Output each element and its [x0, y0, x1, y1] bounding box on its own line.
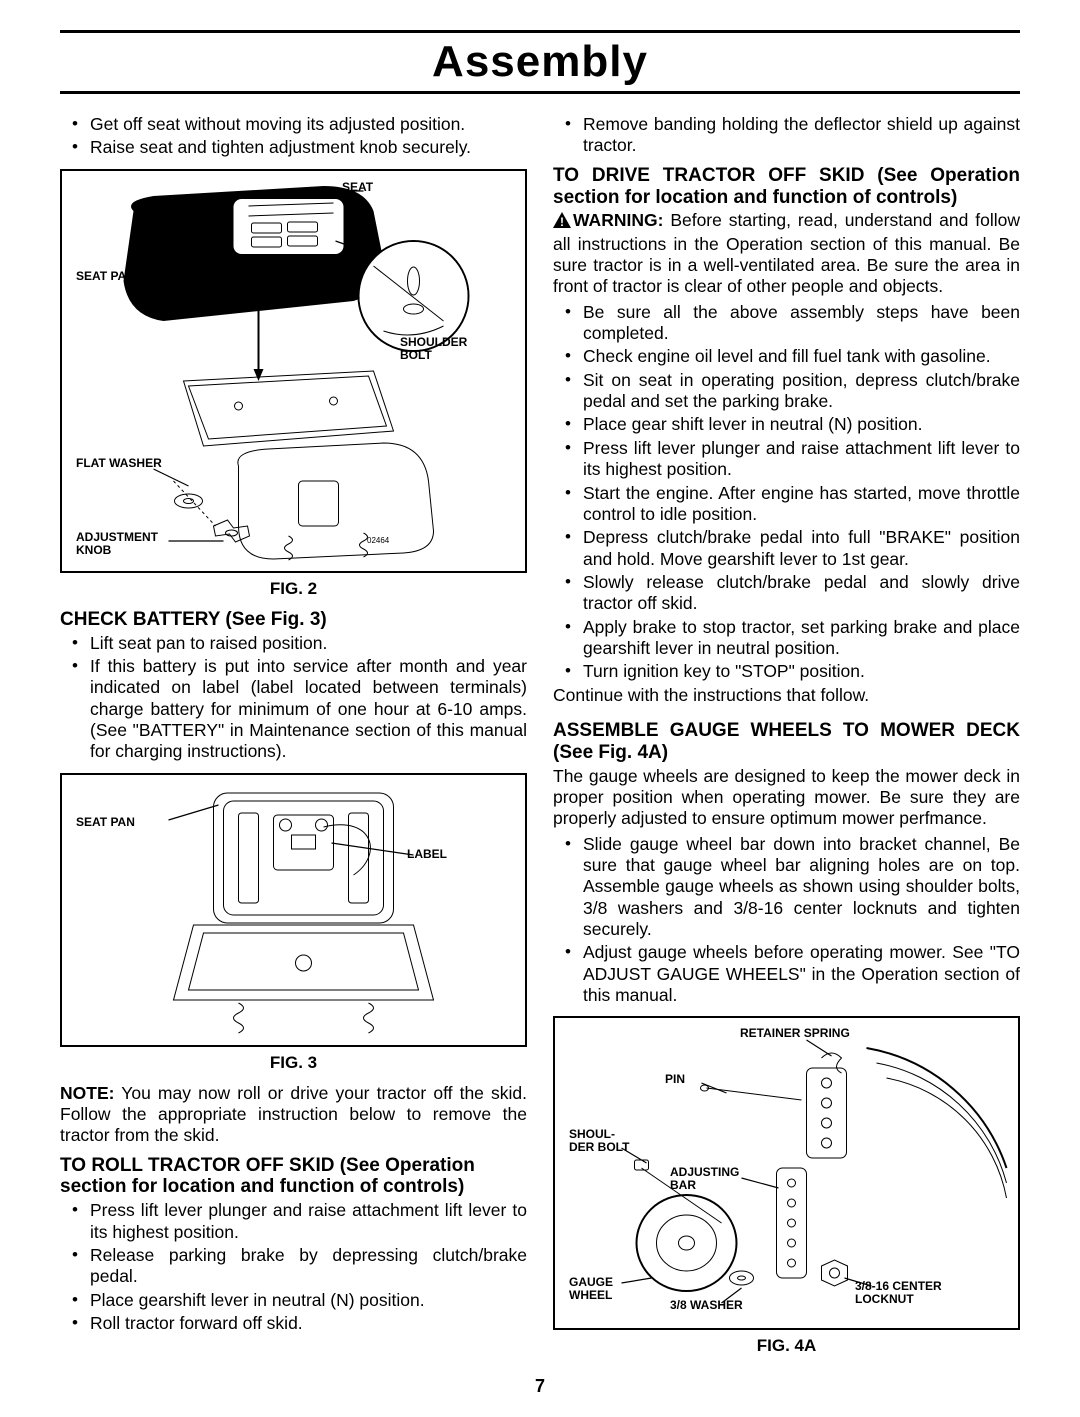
fig4a-gaugewheel: GAUGE WHEEL [569, 1276, 629, 1301]
fig3-label-label: LABEL [407, 847, 447, 861]
list-item: Press lift lever plunger and raise attac… [553, 438, 1020, 481]
fig3-caption: FIG. 3 [60, 1053, 527, 1073]
list-item: Remove banding holding the deflector shi… [553, 114, 1020, 157]
gauge-bullets: Slide gauge wheel bar down into bracket … [553, 834, 1020, 1007]
list-item: Start the engine. After engine has start… [553, 483, 1020, 526]
intro-bullets: Get off seat without moving its adjusted… [60, 114, 527, 159]
list-item: Turn ignition key to "STOP" position. [553, 661, 1020, 682]
left-column: Get off seat without moving its adjusted… [60, 114, 527, 1366]
fig4a-pin: PIN [665, 1072, 685, 1086]
page-title: Assembly [60, 37, 1020, 91]
fig2-partno: 02464 [367, 536, 389, 545]
fig2-label-seatpan: SEAT PAN [76, 269, 135, 283]
fig2-label-flatwasher: FLAT WASHER [76, 456, 162, 470]
note-text: You may now roll or drive your tractor o… [60, 1083, 527, 1146]
top-rule [60, 30, 1020, 33]
gauge-intro: The gauge wheels are designed to keep th… [553, 766, 1020, 830]
warning-lead: WARNING: [573, 210, 663, 230]
list-item: Be sure all the above assembly steps hav… [553, 302, 1020, 345]
continue-text: Continue with the instructions that foll… [553, 685, 1020, 706]
list-item: Check engine oil level and fill fuel tan… [553, 346, 1020, 367]
list-item: Place gear shift lever in neutral (N) po… [553, 414, 1020, 435]
fig4a-retainer: RETAINER SPRING [740, 1026, 850, 1040]
top-right-bullets: Remove banding holding the deflector shi… [553, 114, 1020, 157]
list-item: Press lift lever plunger and raise attac… [60, 1200, 527, 1243]
list-item: Roll tractor forward off skid. [60, 1313, 527, 1334]
fig4a-adjbar: ADJUSTING BAR [670, 1166, 750, 1191]
drive-heading: TO DRIVE TRACTOR OFF SKID (See Operation… [553, 165, 1020, 209]
list-item: Get off seat without moving its adjusted… [60, 114, 527, 135]
svg-text:!: ! [560, 215, 564, 228]
gauge-heading: ASSEMBLE GAUGE WHEELS TO MOWER DECK (See… [553, 720, 1020, 764]
warning-icon: ! [553, 212, 571, 233]
figure-4a-svg [565, 1028, 1008, 1318]
list-item: If this battery is put into service afte… [60, 656, 527, 763]
fig3-label-seatpan: SEAT PAN [76, 815, 135, 829]
right-column: Remove banding holding the deflector shi… [553, 114, 1020, 1366]
fig2-label-seat: SEAT [342, 180, 373, 194]
figure-2-box: SEAT SEAT PAN SHOULDER BOLT FLAT WASHER … [60, 169, 527, 573]
figure-2-svg [72, 181, 515, 561]
figure-3-svg [72, 785, 515, 1035]
list-item: Adjust gauge wheels before operating mow… [553, 942, 1020, 1006]
figure-3-box: SEAT PAN LABEL [60, 773, 527, 1047]
list-item: Lift seat pan to raised position. [60, 633, 527, 654]
bottom-rule [60, 91, 1020, 94]
fig4a-locknut: 3/8-16 CENTER LOCKNUT [855, 1280, 965, 1305]
fig4a-caption: FIG. 4A [553, 1336, 1020, 1356]
two-column-layout: Get off seat without moving its adjusted… [60, 114, 1020, 1366]
fig4a-washer: 3/8 WASHER [670, 1298, 743, 1312]
figure-4a-box: RETAINER SPRING PIN SHOUL- DER BOLT ADJU… [553, 1016, 1020, 1330]
list-item: Depress clutch/brake pedal into full "BR… [553, 527, 1020, 570]
list-item: Slowly release clutch/brake pedal and sl… [553, 572, 1020, 615]
list-item: Raise seat and tighten adjustment knob s… [60, 137, 527, 158]
page-number: 7 [60, 1376, 1020, 1397]
drive-bullets: Be sure all the above assembly steps hav… [553, 302, 1020, 683]
list-item: Apply brake to stop tractor, set parking… [553, 617, 1020, 660]
list-item: Release parking brake by depressing clut… [60, 1245, 527, 1288]
list-item: Place gearshift lever in neutral (N) pos… [60, 1290, 527, 1311]
roll-bullets: Press lift lever plunger and raise attac… [60, 1200, 527, 1334]
roll-heading: TO ROLL TRACTOR OFF SKID (See Operation … [60, 1155, 527, 1199]
warning-paragraph: ! WARNING: Before starting, read, unders… [553, 210, 1020, 297]
fig2-label-shoulderbolt: SHOULDER BOLT [400, 336, 480, 362]
list-item: Slide gauge wheel bar down into bracket … [553, 834, 1020, 941]
check-battery-bullets: Lift seat pan to raised position. If thi… [60, 633, 527, 763]
check-battery-heading: CHECK BATTERY (See Fig. 3) [60, 609, 527, 631]
fig2-caption: FIG. 2 [60, 579, 527, 599]
fig2-label-knob: ADJUSTMENT KNOB [76, 531, 166, 557]
note-lead: NOTE: [60, 1083, 114, 1103]
list-item: Sit on seat in operating position, depre… [553, 370, 1020, 413]
note-paragraph: NOTE: You may now roll or drive your tra… [60, 1083, 527, 1147]
fig4a-shoulderbolt: SHOUL- DER BOLT [569, 1128, 639, 1153]
